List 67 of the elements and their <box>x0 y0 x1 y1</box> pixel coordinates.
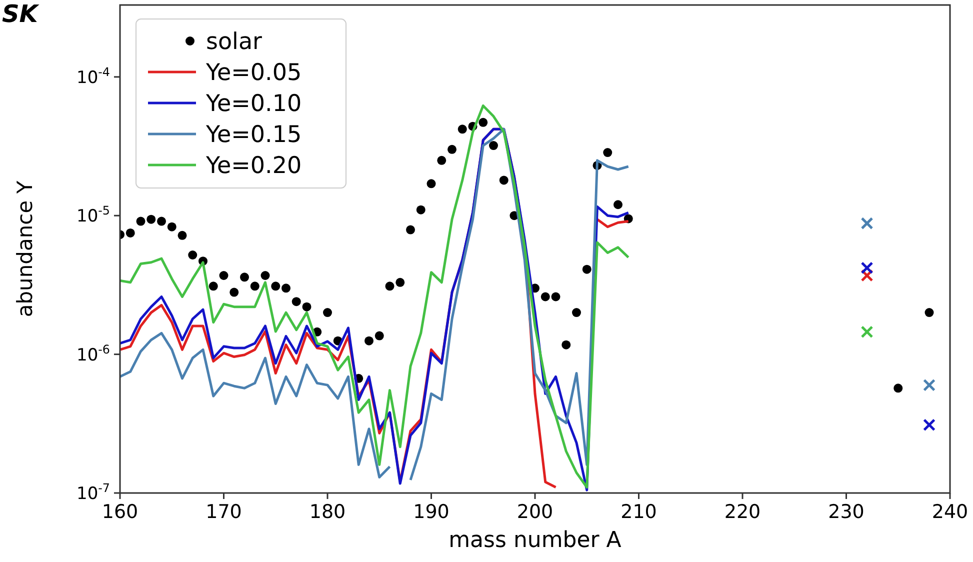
y-tick-label: 10$^{-7}$ <box>76 481 110 504</box>
point <box>136 216 146 226</box>
point <box>260 271 270 280</box>
legend-label: Ye=0.05 <box>205 60 302 86</box>
x-tick-label: 190 <box>413 501 450 523</box>
point <box>540 292 550 302</box>
point <box>860 326 874 338</box>
point <box>416 205 426 214</box>
point <box>271 282 280 291</box>
point <box>396 278 405 287</box>
point <box>478 118 488 127</box>
text: SK <box>2 0 40 28</box>
x-tick-label: 200 <box>516 501 554 523</box>
y-tick-label: 10$^{-4}$ <box>76 64 110 88</box>
point <box>167 222 176 232</box>
point <box>923 378 936 392</box>
point <box>437 156 446 165</box>
point <box>860 262 874 274</box>
y-tick-label: 10$^{-5}$ <box>76 204 110 227</box>
x-tick-label: 180 <box>309 501 346 523</box>
x-tick-label: 240 <box>932 501 968 523</box>
point <box>860 217 874 230</box>
y-axis-title: abundance Y <box>13 180 37 318</box>
point <box>178 230 187 240</box>
legend-label: Ye=0.15 <box>205 122 302 148</box>
point <box>292 297 301 306</box>
point <box>614 200 622 210</box>
point <box>551 292 560 302</box>
point <box>426 179 436 188</box>
point <box>146 214 156 224</box>
legend-label: Ye=0.20 <box>205 153 302 179</box>
point <box>860 269 874 282</box>
point <box>572 308 581 318</box>
point <box>157 216 166 226</box>
point <box>208 282 218 291</box>
point <box>489 141 498 150</box>
point <box>894 384 903 393</box>
point <box>385 282 394 291</box>
x-tick-label: 170 <box>206 501 242 523</box>
y-tick-label: 10$^{-6}$ <box>76 342 110 366</box>
point <box>250 282 260 291</box>
point <box>323 308 332 318</box>
point <box>562 340 571 350</box>
point <box>188 250 198 260</box>
point <box>230 288 239 297</box>
point <box>219 271 228 280</box>
point <box>126 228 135 238</box>
x-tick-label: 230 <box>828 501 864 523</box>
point <box>374 331 384 340</box>
point <box>582 264 592 274</box>
point <box>282 284 290 293</box>
point <box>923 418 936 432</box>
legend-label: Ye=0.10 <box>205 91 302 117</box>
point <box>603 148 612 158</box>
point <box>458 124 467 134</box>
point <box>364 336 374 346</box>
legend-label: solar <box>206 29 263 55</box>
point <box>448 144 456 154</box>
x-tick-label: 160 <box>102 501 138 523</box>
point <box>499 176 508 185</box>
x-tick-label: 210 <box>620 501 657 523</box>
x-axis-title: mass number A <box>448 528 622 553</box>
point <box>924 308 934 318</box>
point <box>302 302 312 312</box>
x-tick-label: 220 <box>724 501 761 523</box>
point <box>240 272 249 282</box>
point <box>406 225 415 234</box>
